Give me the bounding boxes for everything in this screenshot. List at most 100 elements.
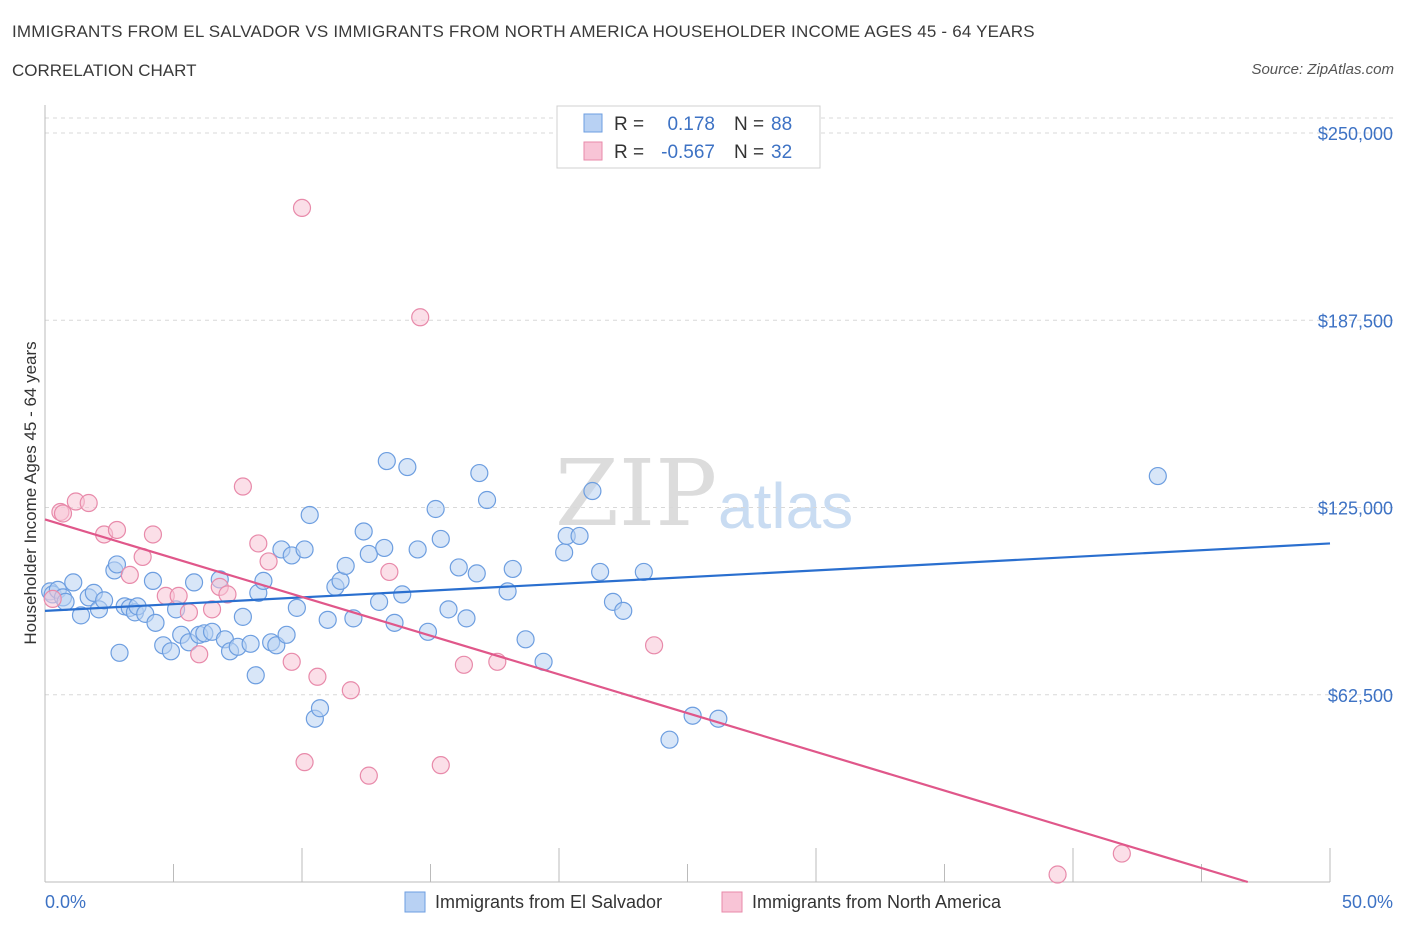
stats-r-label-2: R = [614, 142, 644, 163]
scatter-point-s1-55 [359, 544, 378, 564]
scatter-point-s1-35 [241, 634, 260, 653]
legend-label-el-salvador: Immigrants from El Salvador [435, 892, 662, 912]
scatter-point-s2-21 [292, 198, 312, 217]
trend-line-s2 [44, 518, 1249, 884]
scatter-point-s2-25 [359, 766, 378, 785]
scatter-point-s1-5 [64, 573, 83, 592]
scatter-point-s1-52 [336, 556, 355, 576]
scatter-point-s1-26 [184, 573, 204, 592]
scatter-point-s1-71 [477, 490, 497, 510]
scatter-point-s1-49 [318, 610, 337, 629]
scatter-point-s2-0 [43, 589, 62, 608]
y-tick-label-2: $187,500 [1318, 311, 1393, 331]
axes [44, 105, 1331, 883]
scatter-point-s2-28 [431, 756, 450, 775]
scatter-point-s2-9 [143, 525, 163, 544]
scatter-point-s2-2 [53, 504, 73, 523]
trend-line-s1 [44, 542, 1331, 612]
x-tick-min: 0.0% [45, 892, 86, 912]
scatter-point-s1-61 [398, 457, 417, 477]
scatter-point-s2-29 [454, 655, 474, 674]
x-tick-max: 50.0% [1342, 892, 1393, 912]
watermark-atlas: atlas [718, 470, 853, 542]
trend-lines [44, 518, 1331, 884]
scatter-point-s2-23 [308, 667, 327, 686]
scatter-point-s2-11 [169, 586, 188, 605]
scatter-point-s2-27 [411, 308, 430, 327]
scatter-point-s1-79 [583, 481, 602, 501]
scatter-point-s1-42 [277, 625, 296, 644]
scatter-point-s1-66 [439, 600, 458, 619]
scatter-point-s2-4 [79, 493, 98, 513]
scatter-point-s1-20 [146, 613, 165, 632]
scatter-point-s1-36 [246, 666, 265, 685]
scatter-point-s1-46 [300, 505, 319, 525]
scatter-point-s2-33 [1112, 844, 1131, 863]
scatter-point-s2-6 [107, 520, 127, 540]
scatter-point-s2-17 [233, 477, 252, 496]
scatter-point-s1-44 [287, 598, 306, 617]
series-north-america-points [43, 198, 1131, 884]
scatter-point-s1-45 [295, 540, 314, 559]
scatter-point-s2-13 [190, 645, 209, 664]
y-axis-tick-labels: $62,500 $125,000 $187,500 $250,000 [1318, 124, 1393, 706]
scatter-point-s2-31 [644, 636, 664, 655]
scatter-point-s1-70 [470, 463, 489, 483]
scatter-point-s2-14 [202, 600, 222, 619]
scatter-point-s2-19 [259, 552, 278, 571]
scatter-point-s1-74 [516, 630, 535, 649]
scatter-point-s2-16 [218, 585, 237, 604]
legend-label-north-america: Immigrants from North America [752, 892, 1002, 912]
chart-subtitle: CORRELATION CHART [12, 61, 197, 80]
scatter-point-s1-78 [570, 526, 589, 546]
y-tick-label-0: $62,500 [1328, 686, 1393, 706]
y-axis-title: Householder Income Ages 45 - 64 years [21, 341, 40, 644]
scatter-point-s2-18 [249, 534, 268, 553]
stats-n-label-2: N = [734, 142, 764, 163]
scatter-point-s1-56 [370, 592, 389, 611]
legend: Immigrants from El Salvador Immigrants f… [404, 891, 1002, 913]
scatter-point-s1-73 [503, 559, 522, 579]
scatter-point-s2-22 [295, 753, 314, 772]
scatter-point-s1-22 [161, 642, 181, 661]
y-tick-label-1: $125,000 [1318, 499, 1393, 519]
legend-swatch-el-salvador [404, 891, 426, 913]
scatter-point-s1-57 [375, 538, 394, 558]
series-el-salvador-points [41, 451, 1167, 749]
scatter-point-s2-20 [282, 652, 301, 671]
stats-n-value-2: 32 [771, 142, 792, 163]
scatter-point-s1-84 [660, 730, 679, 749]
y-tick-label-3: $250,000 [1318, 124, 1393, 144]
scatter-point-s1-13 [110, 643, 129, 662]
source-credit: Source: ZipAtlas.com [1251, 61, 1394, 78]
gridlines [45, 117, 1393, 696]
scatter-point-s1-69 [467, 564, 486, 583]
legend-swatch-north-america [721, 891, 743, 913]
scatter-point-s1-12 [107, 555, 127, 574]
scatter-point-s2-7 [120, 565, 139, 585]
scatter-point-s1-19 [143, 571, 163, 591]
scatter-point-s1-34 [233, 607, 252, 626]
stats-swatch-el-salvador [583, 113, 603, 133]
scatter-point-s1-67 [449, 558, 468, 577]
scatter-point-s1-68 [457, 609, 476, 628]
scatter-point-s1-83 [634, 562, 653, 582]
stats-box: R = 0.178 N = 88 R = -0.567 N = 32 [556, 105, 821, 169]
scatter-point-s1-54 [354, 522, 373, 541]
scatter-point-s1-48 [310, 699, 330, 718]
scatter-point-s2-32 [1048, 865, 1067, 884]
scatter-point-s2-12 [179, 603, 199, 622]
stats-r-value-1: 0.178 [667, 114, 715, 135]
scatter-point-s1-87 [1148, 466, 1167, 486]
scatter-point-s1-76 [555, 543, 574, 562]
stats-r-value-2: -0.567 [661, 142, 715, 163]
stats-swatch-north-america [583, 141, 603, 161]
chart-title: IMMIGRANTS FROM EL SALVADOR VS IMMIGRANT… [12, 22, 1035, 41]
scatter-point-s1-60 [393, 585, 412, 604]
stats-n-label-1: N = [734, 114, 764, 135]
scatter-point-s1-64 [426, 499, 445, 519]
scatter-point-s2-26 [380, 562, 399, 582]
stats-r-label-1: R = [614, 114, 644, 135]
scatter-point-s1-6 [71, 606, 91, 625]
